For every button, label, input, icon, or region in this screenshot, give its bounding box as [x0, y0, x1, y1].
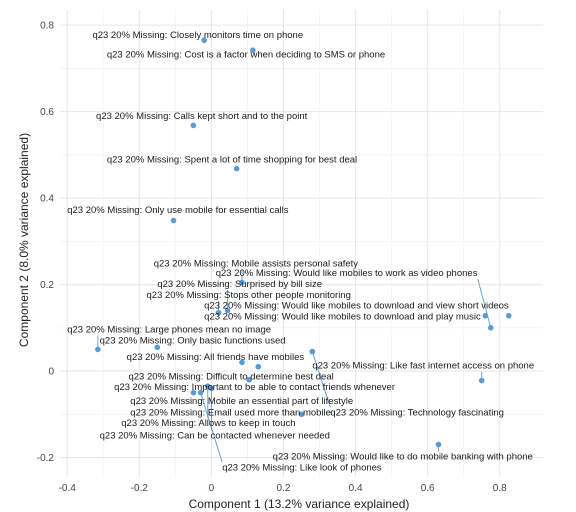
x-tick-label: 0	[209, 483, 215, 494]
x-axis-ticks: -0.4 -0.2 0 0.2 0.4 0.6 0.8	[59, 483, 508, 494]
x-tick-label: -0.4	[59, 483, 77, 494]
point-label: q23 20% Missing: Like fast internet acce…	[312, 361, 534, 372]
point-label: q23 20% Missing: Large phones mean no im…	[67, 324, 271, 335]
data-point	[435, 441, 442, 448]
point-label: q23 20% Missing: Can be contacted whenev…	[100, 430, 330, 441]
point-label: q23 20% Missing: Allows to keep in touch	[121, 418, 295, 429]
point-label: q23 20% Missing: Difficult to determine …	[128, 372, 333, 383]
point-label: q23 20% Missing: Only use mobile for ess…	[67, 205, 288, 216]
point-label: q23 20% Missing: Only basic functions us…	[100, 336, 286, 347]
x-tick-label: 0.2	[277, 483, 291, 494]
point-label: q23 20% Missing: Stops other people moni…	[147, 290, 351, 301]
data-point	[233, 165, 240, 172]
point-label: q23 20% Missing: Would like mobiles to d…	[204, 301, 509, 312]
y-tick-label: 0	[48, 367, 54, 378]
data-point	[215, 309, 222, 316]
point-label: q23 20% Missing: Mobile an essential par…	[130, 396, 353, 407]
x-tick-label: -0.2	[131, 483, 149, 494]
point-label: q23 20% Missing: Calls kept short and to…	[96, 111, 308, 122]
point-label: q23 20% Missing: Would like mobiles to d…	[204, 311, 481, 322]
y-tick-label: 0.4	[40, 194, 54, 205]
data-point	[505, 312, 512, 319]
leader-line	[200, 392, 223, 463]
x-tick-label: 0.6	[421, 483, 435, 494]
data-point	[201, 37, 207, 44]
data-point	[208, 385, 215, 392]
data-point	[170, 217, 177, 224]
point-label: q23 20% Missing: Mobile assists personal…	[154, 258, 359, 269]
data-point	[239, 359, 245, 366]
data-point	[255, 363, 262, 370]
x-tick-label: 0.4	[349, 483, 363, 494]
data-point	[95, 346, 101, 353]
y-tick-label: 0.2	[40, 280, 54, 291]
data-point	[224, 307, 231, 314]
leader-line	[477, 278, 492, 328]
leader-line	[311, 351, 331, 408]
y-axis-title: Component 2 (8.0% variance explained)	[17, 133, 31, 347]
point-label: q23 20% Missing: Important to be able to…	[114, 382, 395, 393]
data-point	[246, 376, 253, 383]
y-axis-ticks: -0.2 0 0.2 0.4 0.6 0.8	[37, 21, 55, 464]
point-label: q23 20% Missing: All friends have mobile…	[127, 352, 305, 363]
y-tick-label: -0.2	[37, 453, 55, 464]
data-point	[190, 389, 197, 396]
data-point	[298, 411, 305, 418]
data-point	[197, 389, 204, 396]
data-point	[250, 47, 256, 54]
point-label: q23 20% Missing: Cost is a factor when d…	[107, 49, 385, 60]
point-label: q23 20% Missing: Surprised by bill size	[157, 279, 322, 290]
point-label: q23 20% Missing: Spent a lot of time sho…	[107, 154, 357, 165]
y-tick-label: 0.6	[40, 107, 54, 118]
minor-gridlines	[60, 10, 543, 477]
point-label: q23 20% Missing: Closely monitors time o…	[92, 30, 303, 41]
x-tick-label: 0.8	[493, 483, 507, 494]
data-point	[309, 348, 316, 355]
x-axis-title: Component 1 (13.2% variance explained)	[189, 497, 410, 511]
point-label: q23 20% Missing: Email used more than mo…	[130, 407, 331, 418]
data-point	[478, 377, 485, 384]
point-label: q23 20% Missing: Would like to do mobile…	[273, 452, 533, 463]
data-point	[154, 344, 161, 351]
data-point	[239, 279, 245, 286]
data-point	[190, 122, 197, 129]
leader-lines	[97, 269, 492, 463]
data-point	[482, 312, 489, 319]
point-label: q23 20% Missing: Like look of phones	[222, 462, 382, 473]
point-labels: q23 20% Missing: Closely monitors time o…	[67, 30, 534, 473]
y-tick-label: 0.8	[40, 21, 54, 32]
data-point	[487, 325, 494, 331]
point-label: q23 20% Missing: Would like mobiles to w…	[216, 268, 478, 279]
point-label: q23 20% Missing: Technology fascinating	[330, 407, 504, 418]
data-points	[95, 37, 512, 448]
